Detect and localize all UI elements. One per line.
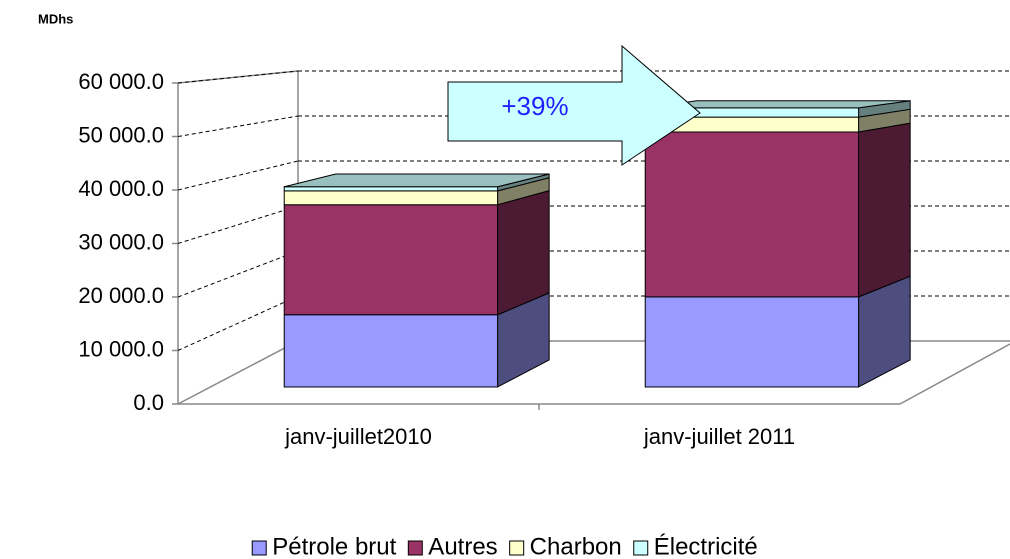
bar	[283, 314, 499, 388]
y-tick-label: 30 000.0	[78, 229, 164, 254]
legend-label: Électricité	[654, 533, 758, 559]
floor-edge	[177, 340, 299, 405]
bar-side	[497, 190, 550, 316]
y-tick-label: 60 000.0	[78, 69, 164, 94]
bar-top	[283, 173, 550, 188]
grid-line	[177, 205, 299, 244]
floor-edge	[899, 343, 1010, 405]
bar	[283, 186, 499, 192]
legend-swatch	[509, 540, 525, 556]
bar	[644, 131, 860, 298]
wall-edge	[177, 70, 299, 84]
y-tick-label: 50 000.0	[78, 122, 164, 147]
bar	[644, 296, 860, 388]
y-tick-label: 40 000.0	[78, 176, 164, 201]
x-tick-label: janv-juillet2010	[284, 424, 432, 449]
legend-swatch	[251, 540, 267, 556]
grid-line	[177, 70, 299, 84]
x-tick-label: janv-juillet 2011	[643, 424, 795, 449]
bar	[283, 190, 499, 206]
bar-side	[858, 122, 911, 298]
growth-arrow	[447, 44, 701, 166]
legend-swatch	[407, 540, 423, 556]
grid-line	[177, 160, 299, 191]
legend-label: Autres	[428, 533, 497, 559]
legend: Pétrole brut Autres Charbon Électricité	[251, 533, 758, 559]
legend-label: Charbon	[530, 533, 622, 559]
y-unit-label: MDhs	[38, 11, 73, 26]
bar	[283, 204, 499, 316]
legend-swatch	[633, 540, 649, 556]
y-tick-label: 0.0	[133, 390, 164, 415]
grid-line	[177, 250, 299, 298]
grid-line	[177, 115, 299, 137]
grid-line	[177, 295, 299, 351]
legend-label: Pétrole brut	[272, 533, 396, 559]
y-tick-label: 20 000.0	[78, 283, 164, 308]
y-tick-label: 10 000.0	[78, 336, 164, 361]
annotation: +39%	[501, 91, 568, 121]
